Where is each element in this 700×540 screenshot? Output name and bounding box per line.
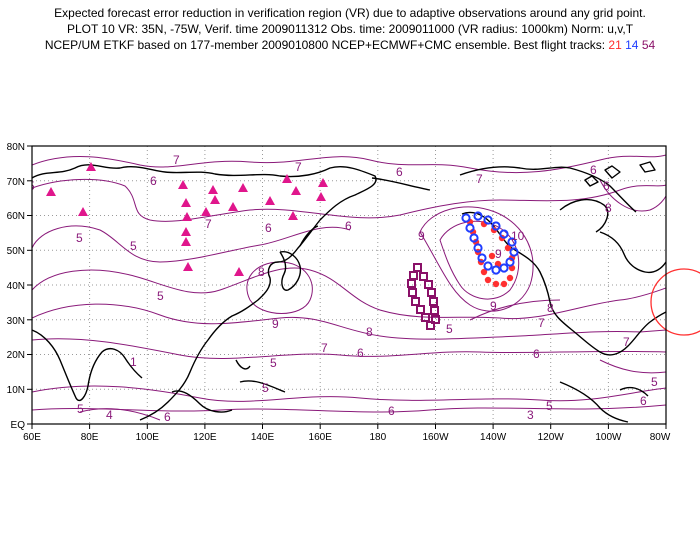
- contour-label: 5: [270, 356, 277, 370]
- contour-label: 5: [77, 402, 84, 416]
- header-ensemble-info: NCEP/UM ETKF based on 177-member 2009010…: [0, 38, 700, 52]
- lon-label: 160W: [422, 432, 449, 443]
- header-title: Expected forecast error reduction in ver…: [54, 6, 646, 20]
- contour-label: 6: [164, 410, 171, 424]
- contour-label: 6: [150, 174, 157, 188]
- lat-label: 40N: [7, 281, 25, 292]
- contour-label: 8: [547, 301, 554, 315]
- lat-label: 60N: [7, 211, 25, 222]
- lon-label: 120E: [193, 432, 217, 443]
- contour-label: 4: [106, 408, 113, 422]
- contour-label: 7: [538, 316, 545, 330]
- contour-label: 5: [262, 381, 269, 395]
- header-plot-info: PLOT 10 VR: 35N, -75W, Verif. time 20090…: [66, 22, 634, 36]
- header-ensemble-text: NCEP/UM ETKF based on 177-member 2009010…: [44, 38, 606, 52]
- lon-label: 80W: [650, 432, 671, 443]
- contour-lines: [32, 154, 666, 421]
- contour-label: 7: [173, 153, 180, 167]
- contour-label: 6: [640, 394, 647, 408]
- track-14-label: 14: [625, 38, 639, 52]
- contour-label: 5: [546, 399, 553, 413]
- lon-label: 80E: [81, 432, 99, 443]
- contour-label: 1: [130, 355, 137, 369]
- contour-label: 6: [388, 404, 395, 418]
- contour-label: 9: [418, 229, 425, 243]
- axis-ticks: [27, 145, 667, 429]
- lon-label: 180: [369, 432, 386, 443]
- lon-label: 140W: [480, 432, 507, 443]
- flight-track-14: [461, 211, 519, 275]
- contour-label: 8: [366, 325, 373, 339]
- flight-track-54: [407, 263, 440, 330]
- lat-label: 10N: [7, 385, 25, 396]
- contour-labels: 7 6 7 5 6 5 6 6 7 6 9 10 7 8 8 9 8 7 8 5…: [28, 153, 658, 424]
- contour-label: 8: [258, 265, 265, 279]
- contour-label: 5: [157, 289, 164, 303]
- contour-label: 6: [357, 346, 364, 360]
- contour-label: 9: [495, 247, 502, 261]
- contour-label: 7: [476, 172, 483, 186]
- track-21-label: 21: [608, 38, 622, 52]
- lon-label: 120W: [538, 432, 565, 443]
- track-54-label: 54: [641, 38, 656, 52]
- lon-label: 60E: [23, 432, 41, 443]
- contour-label: 3: [527, 408, 534, 422]
- latitude-labels: 80N 70N 60N 50N 40N 30N 20N 10N EQ: [7, 142, 26, 431]
- longitude-labels: 60E 80E 100E 120E 140E 160E 180 160W 140…: [23, 432, 671, 443]
- verification-region-circle: [650, 268, 700, 336]
- contour-label: 7: [321, 341, 328, 355]
- lat-label: 70N: [7, 177, 25, 188]
- lon-label: 140E: [251, 432, 275, 443]
- contour-label: 8: [605, 201, 612, 215]
- lat-label: 50N: [7, 246, 25, 257]
- contour-label: 6: [533, 347, 540, 361]
- lat-label: 20N: [7, 350, 25, 361]
- contour-label: 6: [265, 221, 272, 235]
- contour-label: 7: [205, 217, 212, 231]
- contour-label: 7: [623, 335, 630, 349]
- lat-label: EQ: [11, 420, 26, 431]
- contour-label: 6: [396, 165, 403, 179]
- contour-label: 6: [345, 219, 352, 233]
- contour-label: 7: [295, 160, 302, 174]
- contour-label: 5: [76, 231, 83, 245]
- observation-stations: [46, 162, 328, 276]
- contour-label: 9: [272, 317, 279, 331]
- contour-label: 6: [603, 179, 610, 193]
- lat-label: 80N: [7, 142, 25, 153]
- contour-label: 10: [511, 229, 525, 243]
- contour-label: 9: [490, 299, 497, 313]
- contour-label: 5: [651, 375, 658, 389]
- lon-label: 100W: [595, 432, 622, 443]
- lon-label: 160E: [309, 432, 333, 443]
- contour-label: 5: [446, 322, 453, 336]
- contour-label: 6: [590, 163, 597, 177]
- contour-label: 5: [130, 239, 137, 253]
- contour-label: 5: [28, 179, 35, 193]
- lon-label: 100E: [136, 432, 160, 443]
- lat-label: 30N: [7, 316, 25, 327]
